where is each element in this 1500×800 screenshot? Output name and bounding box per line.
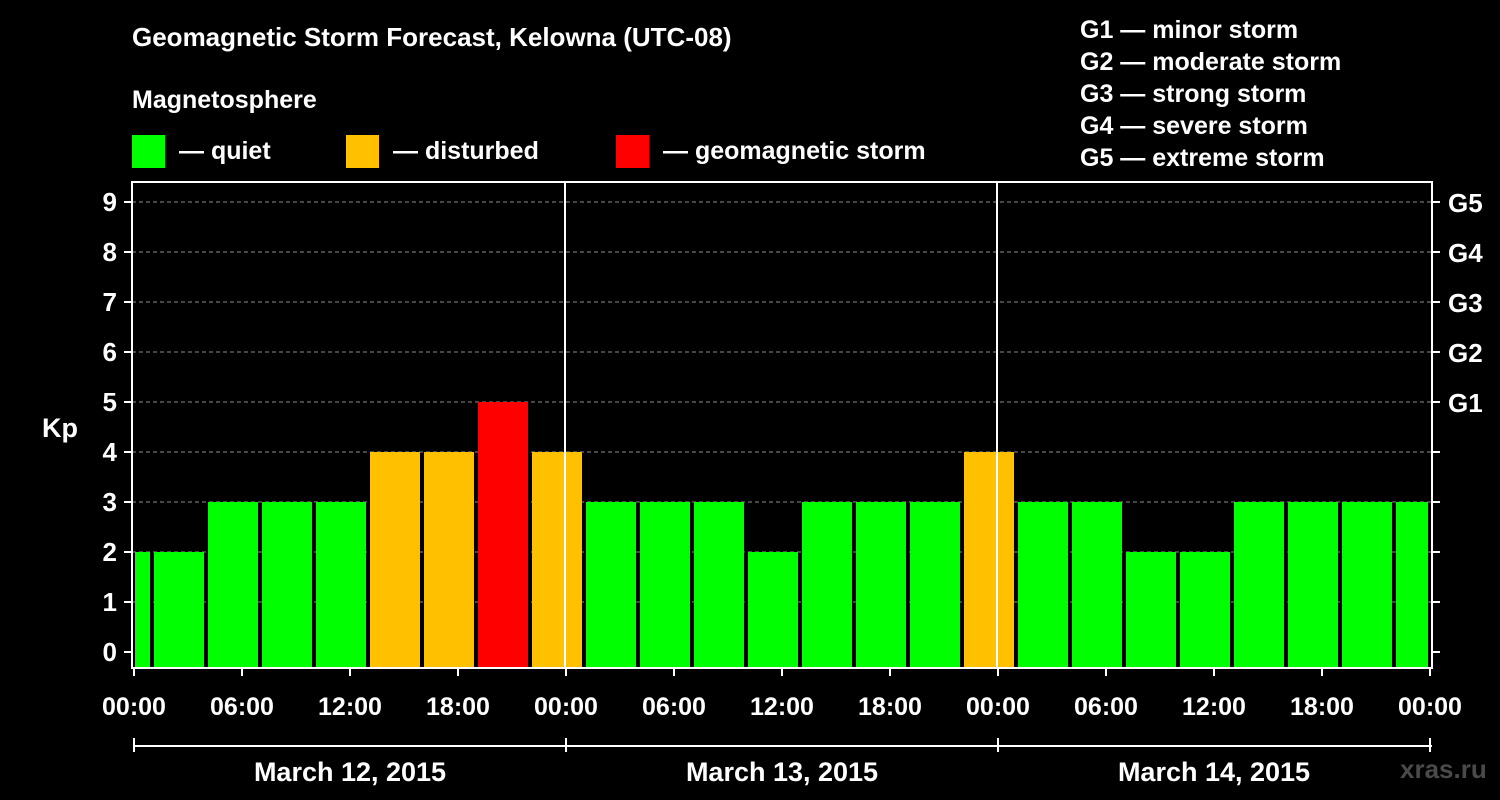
kp-bar [424,452,474,668]
kp-bar [694,502,744,668]
storm-scale-list: G1 — minor storm G2 — moderate storm G3 … [1080,14,1341,174]
legend-label-quiet: — quiet [179,136,271,165]
x-tick-label: 06:00 [1074,693,1138,721]
kp-bar [640,502,690,668]
kp-bar [1234,502,1284,668]
x-tick-label: 00:00 [966,693,1030,721]
y-tick-label: 1 [103,587,117,617]
kp-bar [1342,502,1392,668]
watermark: xras.ru [1400,754,1487,784]
y-tick-label: 6 [103,337,117,367]
x-tick-label: 00:00 [1398,693,1462,721]
storm-scale-g1: G1 — minor storm [1080,16,1299,44]
legend-swatch-disturbed [346,134,379,168]
y-tick-label: 7 [103,287,117,317]
kp-bar [1288,502,1338,668]
legend-label-disturbed: — disturbed [393,136,539,165]
kp-bar [856,502,906,668]
kp-bar [1072,502,1122,668]
kp-bar [262,502,312,668]
kp-bar [154,552,204,668]
kp-bar [532,452,582,668]
right-tick-label: G2 [1448,338,1483,368]
y-tick-label: 0 [103,637,117,667]
kp-bar [748,552,798,668]
x-tick-label: 12:00 [318,693,382,721]
kp-bar [964,452,1014,668]
x-tick-label: 12:00 [750,693,814,721]
y-tick-label: 8 [103,237,117,267]
y-tick-label: 3 [103,487,117,517]
legend-item-quiet: — quiet [132,134,271,168]
legend-label-storm: — geomagnetic storm [663,136,926,165]
storm-scale-g2: G2 — moderate storm [1080,48,1342,76]
kp-bar [1396,502,1428,668]
legend-item-storm: — geomagnetic storm [616,134,926,168]
day-label: March 14, 2015 [1118,757,1310,787]
x-tick-label: 00:00 [102,693,166,721]
kp-bar [802,502,852,668]
storm-scale-g4: G4 — severe storm [1080,112,1308,140]
x-tick-label: 18:00 [426,693,490,721]
y-tick-label: 4 [103,437,118,467]
right-tick-label: G3 [1448,288,1483,318]
day-label: March 13, 2015 [686,757,878,787]
chart-title: Geomagnetic Storm Forecast, Kelowna (UTC… [132,22,732,52]
kp-bar [316,502,366,668]
legend-swatch-quiet [132,134,165,168]
right-tick-label: G4 [1448,238,1483,268]
kp-bar [135,552,150,668]
legend-swatch-storm [616,134,649,168]
y-tick-label: 2 [103,537,117,567]
kp-bar [1126,552,1176,668]
x-tick-label: 06:00 [210,693,274,721]
day-label: March 12, 2015 [254,757,446,787]
kp-bar [208,502,258,668]
x-tick-label: 18:00 [858,693,922,721]
kp-bar [910,502,960,668]
x-tick-label: 18:00 [1290,693,1354,721]
legend-heading: Magnetosphere [132,86,317,114]
x-tick-label: 12:00 [1182,693,1246,721]
storm-scale-g3: G3 — strong storm [1080,80,1307,108]
y-tick-label: 5 [103,387,117,417]
y-axis-label: Kp [42,413,78,443]
y-tick-label: 9 [103,187,117,217]
kp-bar [370,452,420,668]
kp-bar [1018,502,1068,668]
kp-bar [478,402,528,668]
x-tick-label: 00:00 [534,693,598,721]
x-tick-label: 06:00 [642,693,706,721]
right-tick-label: G5 [1448,188,1483,218]
kp-bar [1180,552,1230,668]
kp-bar [586,502,636,668]
right-tick-label: G1 [1448,388,1483,418]
legend-item-disturbed: — disturbed [346,134,539,168]
storm-scale-g5: G5 — extreme storm [1080,144,1325,172]
